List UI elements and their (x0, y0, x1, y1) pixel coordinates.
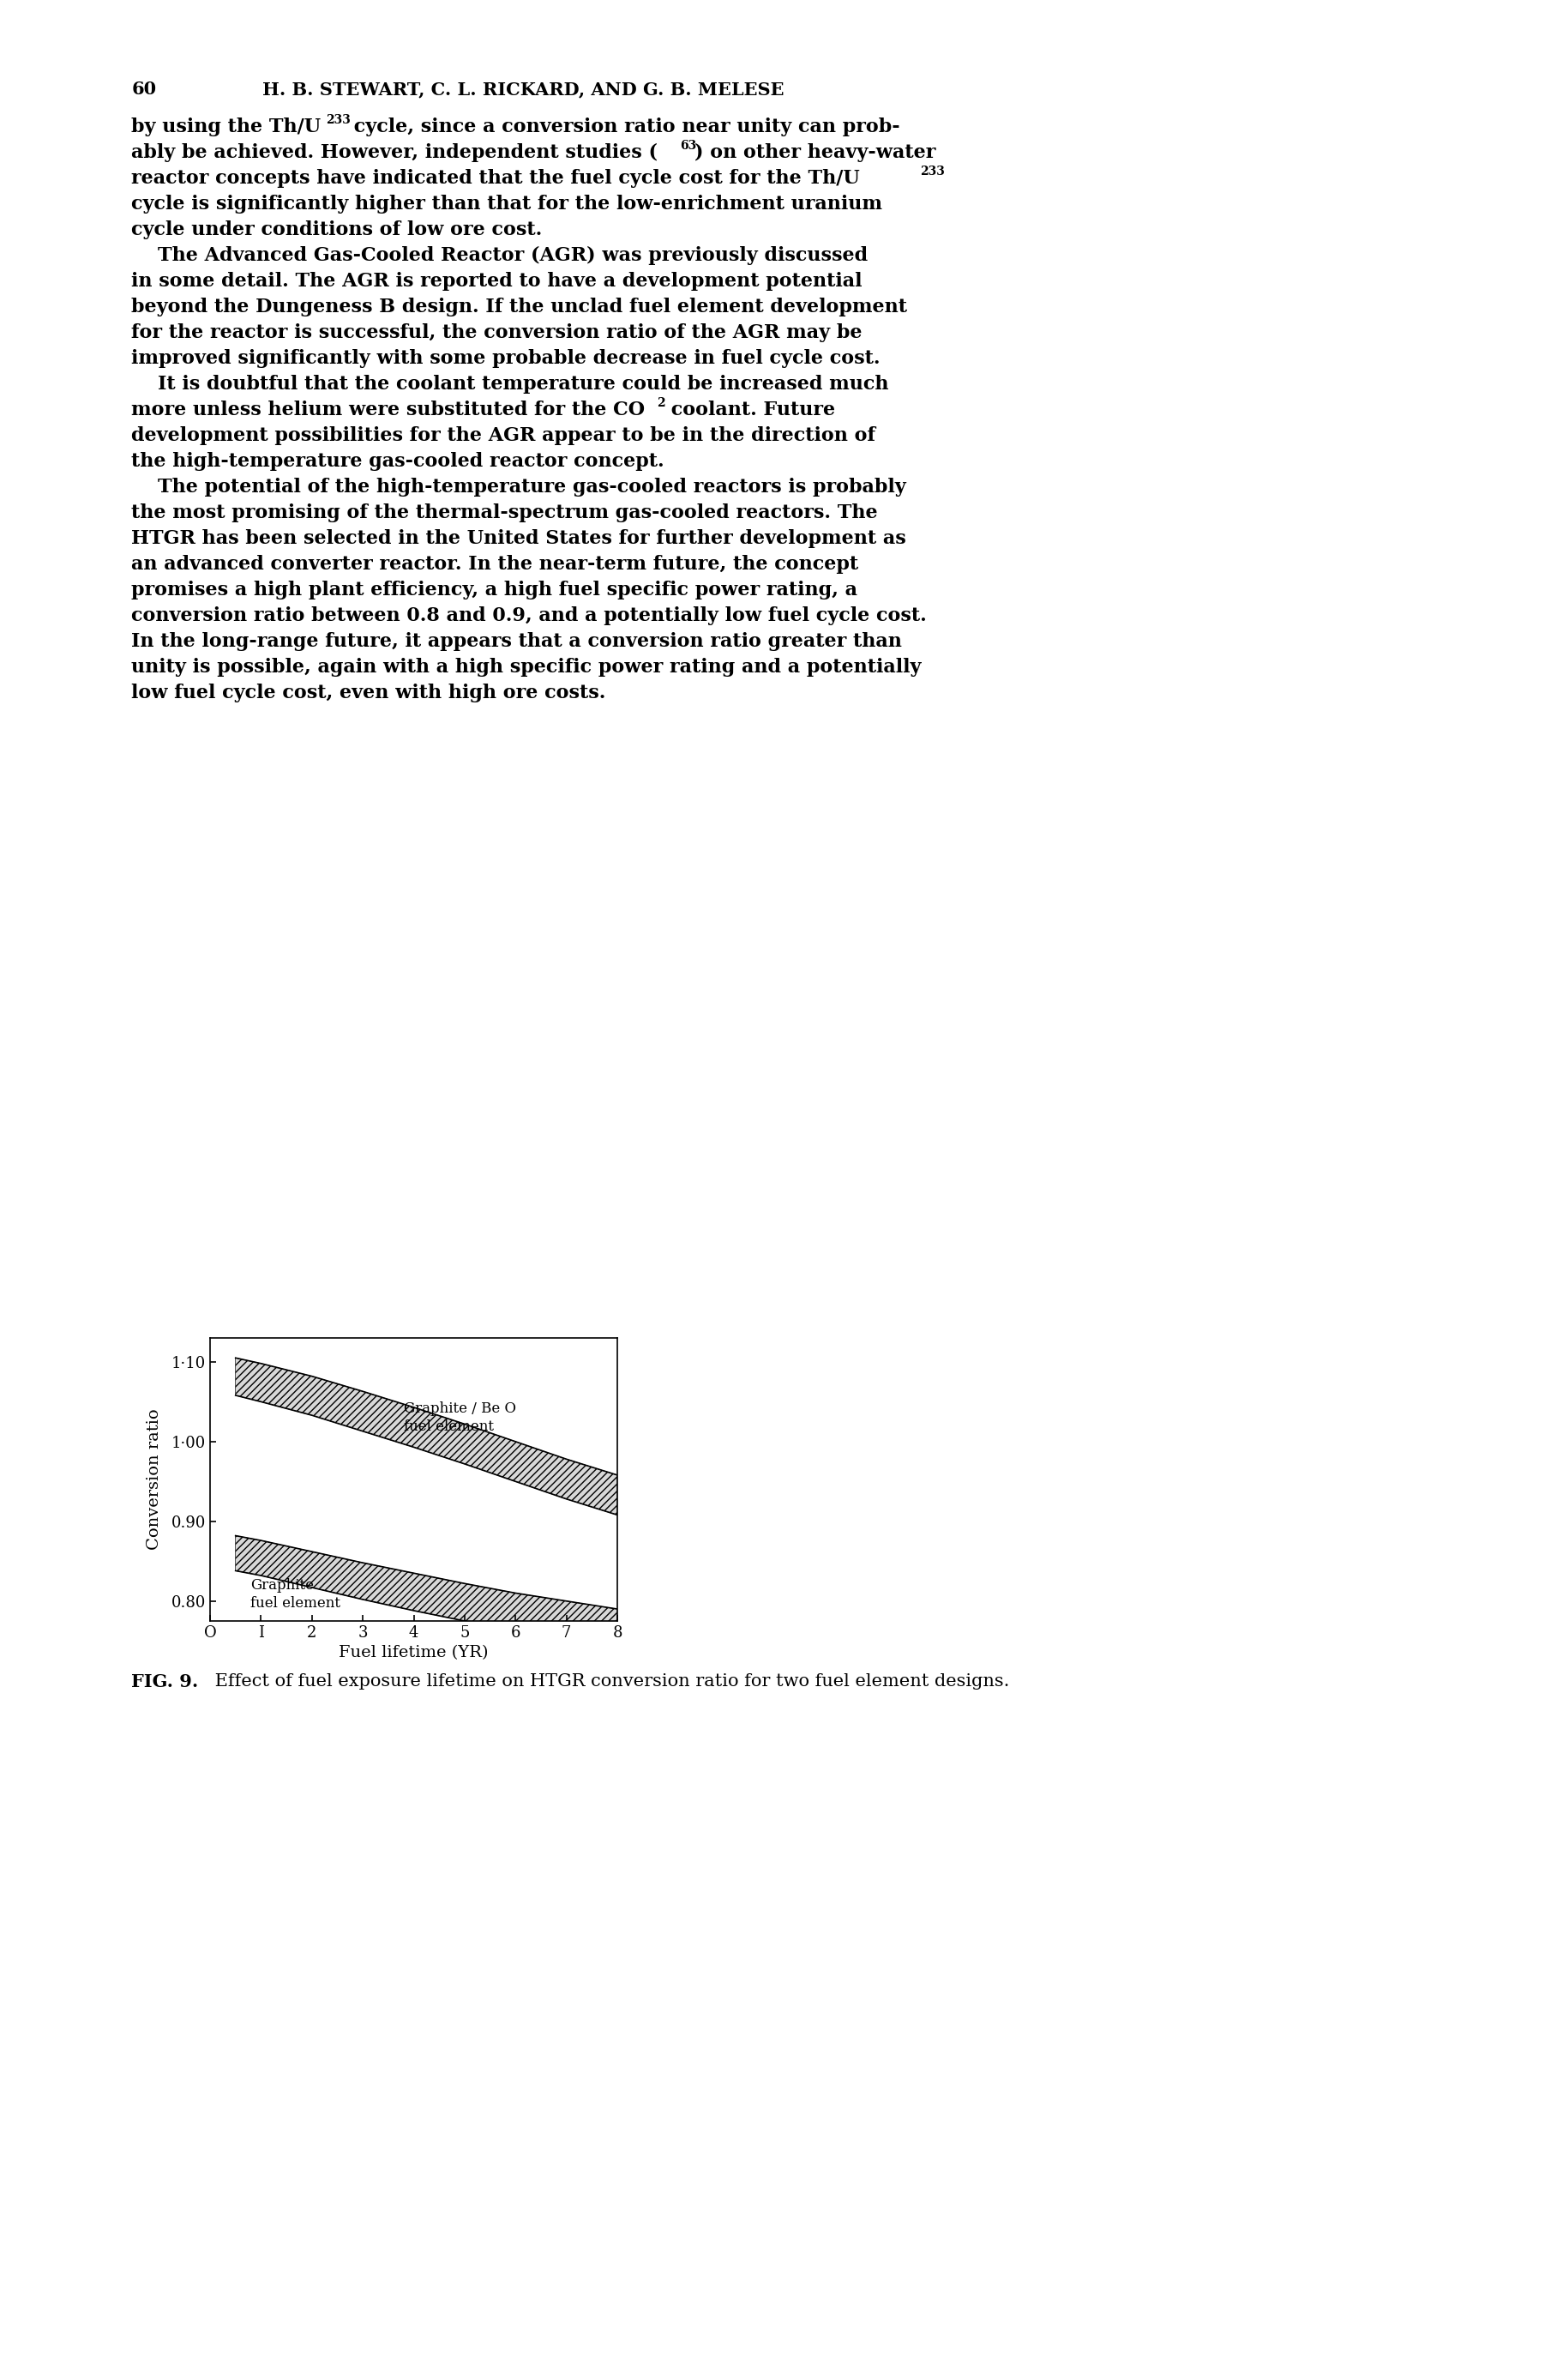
Text: HTGR has been selected in the United States for further development as: HTGR has been selected in the United Sta… (131, 528, 907, 547)
Text: Graphite
fuel element: Graphite fuel element (250, 1578, 341, 1611)
Text: 2: 2 (657, 397, 666, 409)
Text: It is doubtful that the coolant temperature could be increased much: It is doubtful that the coolant temperat… (131, 376, 888, 395)
X-axis label: Fuel lifetime (YR): Fuel lifetime (YR) (338, 1645, 488, 1661)
Text: The Advanced Gas-Cooled Reactor (AGR) was previously discussed: The Advanced Gas-Cooled Reactor (AGR) wa… (131, 248, 868, 264)
Text: the high-temperature gas-cooled reactor concept.: the high-temperature gas-cooled reactor … (131, 452, 664, 471)
Text: coolant. Future: coolant. Future (664, 400, 834, 419)
Text: reactor concepts have indicated that the fuel cycle cost for the Th/U: reactor concepts have indicated that the… (131, 169, 861, 188)
Text: cycle, since a conversion ratio near unity can prob-: cycle, since a conversion ratio near uni… (348, 117, 899, 136)
Text: low fuel cycle cost, even with high ore costs.: low fuel cycle cost, even with high ore … (131, 683, 606, 702)
Text: 60: 60 (131, 81, 156, 98)
Text: cycle under conditions of low ore cost.: cycle under conditions of low ore cost. (131, 221, 542, 240)
Text: unity is possible, again with a high specific power rating and a potentially: unity is possible, again with a high spe… (131, 659, 921, 676)
Text: improved significantly with some probable decrease in fuel cycle cost.: improved significantly with some probabl… (131, 350, 881, 369)
Text: Effect of fuel exposure lifetime on HTGR conversion ratio for two fuel element d: Effect of fuel exposure lifetime on HTGR… (209, 1673, 1009, 1690)
Text: an advanced converter reactor. In the near-term future, the concept: an advanced converter reactor. In the ne… (131, 555, 859, 574)
Text: The potential of the high-temperature gas-cooled reactors is probably: The potential of the high-temperature ga… (131, 478, 907, 497)
Text: for the reactor is successful, the conversion ratio of the AGR may be: for the reactor is successful, the conve… (131, 324, 862, 343)
Text: 63: 63 (680, 140, 697, 152)
Text: promises a high plant efficiency, a high fuel specific power rating, a: promises a high plant efficiency, a high… (131, 581, 857, 600)
Text: beyond the Dungeness B design. If the unclad fuel element development: beyond the Dungeness B design. If the un… (131, 298, 907, 317)
Text: In the long-range future, it appears that a conversion ratio greater than: In the long-range future, it appears tha… (131, 633, 902, 652)
Text: Graphite / Be O
fuel element: Graphite / Be O fuel element (403, 1402, 516, 1433)
Text: by using the Th/U: by using the Th/U (131, 117, 321, 136)
Text: the most promising of the thermal-spectrum gas-cooled reactors. The: the most promising of the thermal-spectr… (131, 505, 878, 524)
Text: in some detail. The AGR is reported to have a development potential: in some detail. The AGR is reported to h… (131, 271, 862, 290)
Y-axis label: Conversion ratio: Conversion ratio (147, 1409, 162, 1549)
Text: FIG. 9.: FIG. 9. (131, 1673, 198, 1690)
Text: 233: 233 (921, 164, 946, 178)
Text: ably be achieved. However, independent studies (: ably be achieved. However, independent s… (131, 143, 658, 162)
Text: conversion ratio between 0.8 and 0.9, and a potentially low fuel cycle cost.: conversion ratio between 0.8 and 0.9, an… (131, 607, 927, 626)
Text: development possibilities for the AGR appear to be in the direction of: development possibilities for the AGR ap… (131, 426, 876, 445)
Text: ) on other heavy-water: ) on other heavy-water (694, 143, 936, 162)
Text: more unless helium were substituted for the CO: more unless helium were substituted for … (131, 400, 644, 419)
Text: 233: 233 (326, 114, 351, 126)
Text: cycle is significantly higher than that for the low-enrichment uranium: cycle is significantly higher than that … (131, 195, 882, 214)
Text: H. B. STEWART, C. L. RICKARD, AND G. B. MELESE: H. B. STEWART, C. L. RICKARD, AND G. B. … (263, 81, 785, 98)
